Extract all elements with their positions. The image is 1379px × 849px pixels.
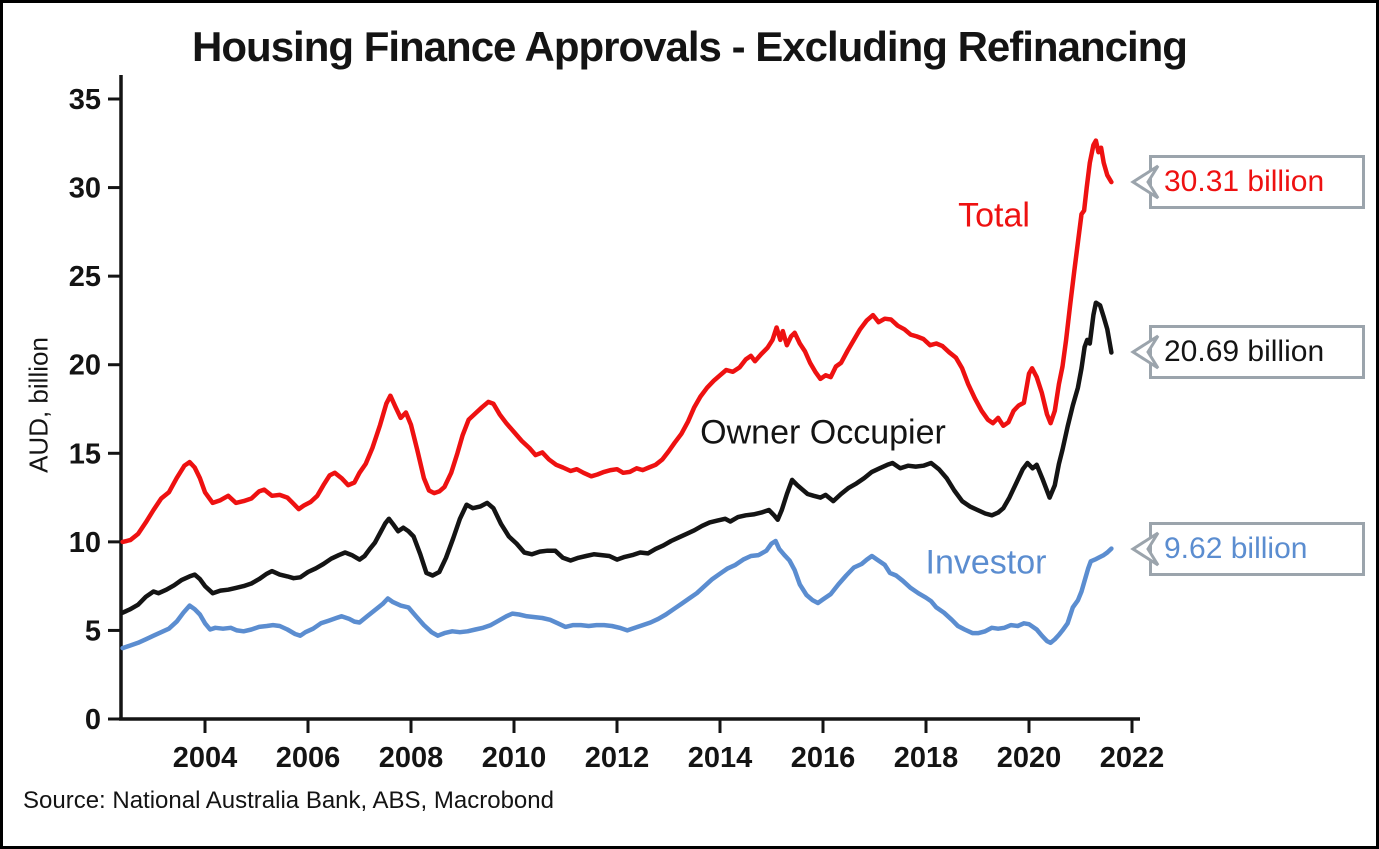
callout-arrow-icon bbox=[1130, 334, 1160, 370]
callout-arrow-icon bbox=[1130, 164, 1160, 200]
x-tick-label-2010: 2010 bbox=[482, 742, 547, 774]
line-total bbox=[120, 138, 1114, 545]
y-tick-label-5: 5 bbox=[85, 615, 101, 647]
y-tick-label-30: 30 bbox=[69, 173, 101, 205]
y-tick-label-15: 15 bbox=[69, 438, 101, 470]
callout-investor: 9.62 billion bbox=[1130, 522, 1365, 576]
series-label-owner-occupier: Owner Occupier bbox=[700, 413, 946, 452]
x-tick-label-2006: 2006 bbox=[276, 742, 341, 774]
x-tick-label-2014: 2014 bbox=[688, 742, 753, 774]
y-tick-label-35: 35 bbox=[69, 84, 101, 116]
callout-investor-value: 9.62 billion bbox=[1164, 532, 1308, 565]
y-tick-label-0: 0 bbox=[85, 704, 101, 736]
x-tick-label-2020: 2020 bbox=[997, 742, 1062, 774]
series-label-investor: Investor bbox=[925, 543, 1047, 582]
y-tick-label-10: 10 bbox=[69, 527, 101, 559]
y-tick-label-25: 25 bbox=[69, 261, 101, 293]
x-tick-label-2004: 2004 bbox=[173, 742, 238, 774]
callout-total: 30.31 billion bbox=[1130, 155, 1365, 209]
callout-owner-occupier: 20.69 billion bbox=[1130, 325, 1365, 379]
x-tick-label-2018: 2018 bbox=[894, 742, 959, 774]
line-owner-occupier bbox=[120, 300, 1114, 615]
callout-total-value: 30.31 billion bbox=[1164, 165, 1325, 198]
callout-owner-occupier-value: 20.69 billion bbox=[1164, 335, 1325, 368]
plot-svg: 0 5 10 15 20 25 30 35 2004 2006 2008 2010 2012 2014 20… bbox=[69, 75, 1165, 774]
x-tick-label-2016: 2016 bbox=[791, 742, 856, 774]
callout-arrow-icon bbox=[1130, 531, 1160, 567]
source-note: Source: National Australia Bank, ABS, Ma… bbox=[23, 787, 554, 814]
x-tick-label-2012: 2012 bbox=[585, 742, 650, 774]
line-investor bbox=[120, 538, 1114, 651]
y-tick-label-20: 20 bbox=[69, 350, 101, 382]
chart-title: Housing Finance Approvals - Excluding Re… bbox=[192, 23, 1188, 70]
x-tick-label-2008: 2008 bbox=[379, 742, 444, 774]
series-label-total: Total bbox=[958, 196, 1030, 235]
x-tick-label-2022: 2022 bbox=[1100, 742, 1165, 774]
